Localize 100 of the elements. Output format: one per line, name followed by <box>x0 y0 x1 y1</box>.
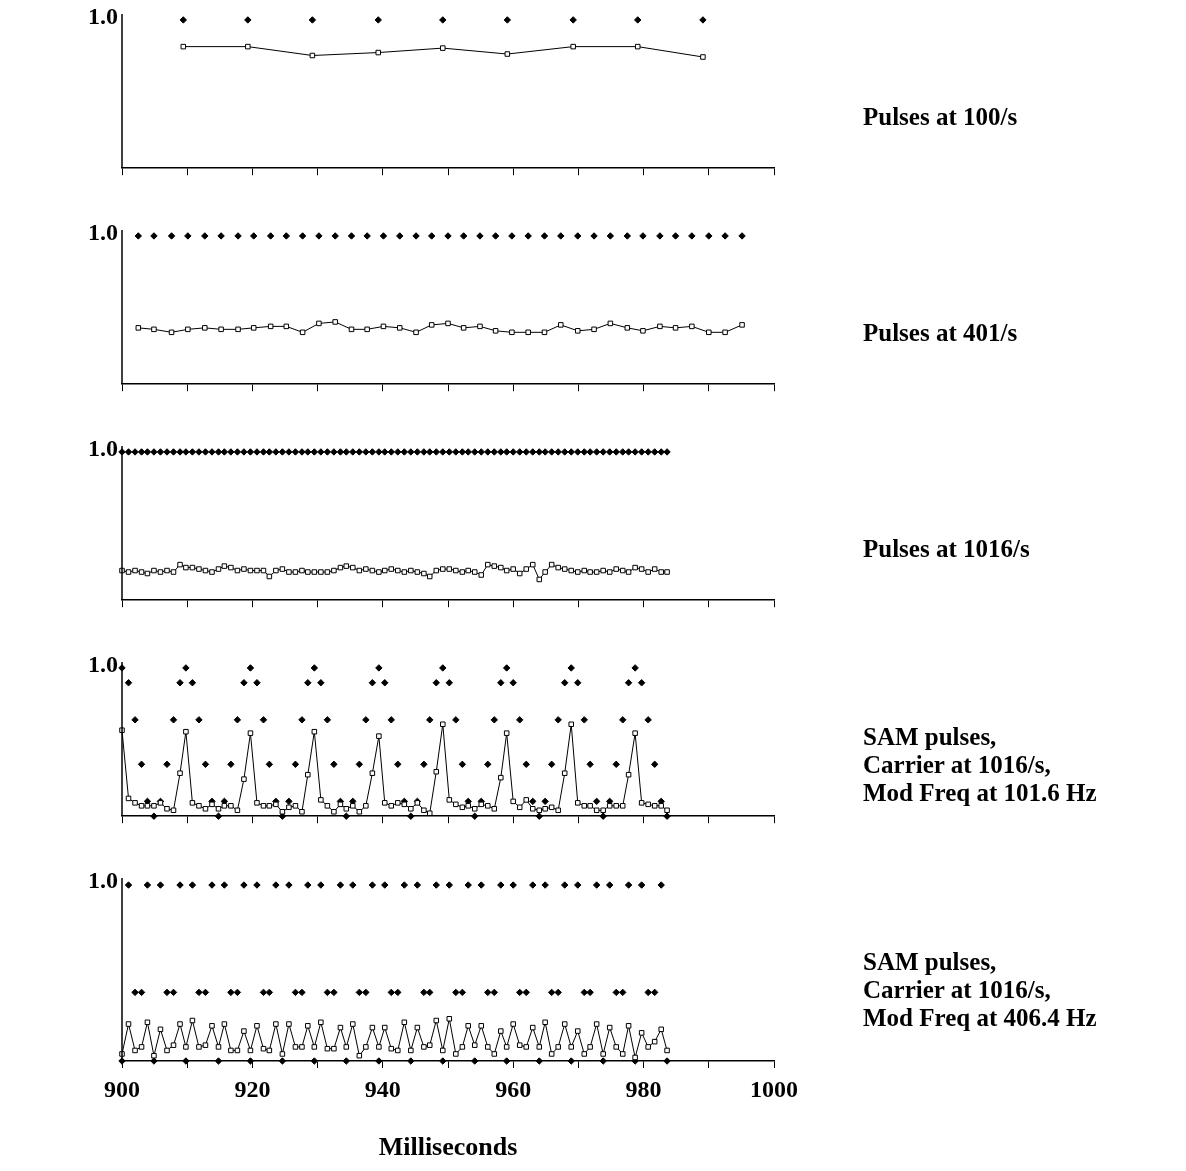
x-axis-title: Milliseconds <box>378 1132 518 1162</box>
point <box>492 328 499 334</box>
text: Pulses at 100/s <box>863 103 1018 131</box>
point <box>440 45 446 51</box>
point <box>396 232 404 240</box>
point <box>525 329 531 336</box>
point <box>234 232 242 240</box>
point <box>134 232 142 240</box>
point <box>374 16 382 24</box>
point <box>244 16 252 24</box>
point <box>218 326 224 333</box>
point <box>444 232 452 240</box>
x-tick-label: 980 <box>625 1075 662 1102</box>
point <box>235 326 241 333</box>
point <box>379 232 388 240</box>
point <box>624 325 631 331</box>
point <box>316 320 322 327</box>
point <box>491 232 500 240</box>
point <box>428 322 435 328</box>
text: Pulses at 401/s <box>863 319 1018 347</box>
point <box>180 43 187 50</box>
point <box>634 16 642 24</box>
point <box>348 326 355 333</box>
point <box>250 325 257 331</box>
point <box>282 232 290 240</box>
x-tick-label: 920 <box>234 1075 271 1102</box>
point <box>375 49 381 56</box>
point <box>135 325 142 331</box>
x-tick-label: 1000 <box>750 1075 798 1102</box>
point <box>459 232 468 240</box>
point <box>503 16 512 24</box>
point <box>688 232 696 240</box>
point <box>201 232 209 240</box>
point <box>504 51 511 57</box>
point <box>557 232 565 240</box>
point <box>508 232 516 240</box>
x-tick-label: 960 <box>495 1075 532 1102</box>
point <box>476 232 484 240</box>
point <box>705 232 713 240</box>
text: 1.0 <box>88 867 118 894</box>
point <box>640 328 646 334</box>
point <box>700 54 706 60</box>
point <box>184 232 192 240</box>
point <box>332 319 338 325</box>
point <box>699 16 707 24</box>
x-tick-label: 900 <box>104 1075 140 1102</box>
text: 1.0 <box>88 651 118 678</box>
point <box>347 232 356 240</box>
point <box>574 328 581 334</box>
point <box>413 329 419 336</box>
text: SAM pulses, Carrier at 1016/s, Mod Freq at 406.4 Hz <box>863 947 1097 1031</box>
point <box>299 329 306 336</box>
x-tick-label: 940 <box>364 1075 401 1102</box>
text: 1.0 <box>88 435 118 462</box>
point <box>541 329 548 336</box>
point <box>185 326 191 333</box>
point <box>283 323 290 330</box>
point <box>308 16 317 24</box>
point <box>266 232 275 240</box>
point <box>167 232 176 240</box>
point <box>672 325 679 331</box>
point <box>439 16 447 24</box>
point <box>739 322 745 328</box>
point <box>331 232 339 240</box>
point <box>656 232 664 240</box>
point <box>267 323 274 330</box>
point <box>574 232 582 240</box>
point <box>540 232 549 240</box>
point <box>509 329 515 336</box>
point <box>245 43 251 50</box>
point <box>179 16 187 24</box>
point <box>380 323 387 330</box>
point <box>217 232 225 240</box>
point <box>460 325 467 331</box>
point <box>315 232 323 240</box>
point <box>689 323 695 330</box>
point <box>428 232 436 240</box>
point <box>150 232 158 240</box>
point <box>569 16 577 24</box>
point <box>607 320 614 327</box>
point <box>738 232 746 240</box>
text: 1.0 <box>88 219 118 246</box>
point <box>412 232 420 240</box>
point <box>250 232 258 240</box>
point <box>623 232 631 240</box>
point <box>298 232 307 240</box>
point <box>570 43 576 50</box>
point <box>722 329 728 336</box>
text: Pulses at 1016/s <box>863 535 1030 563</box>
point <box>168 329 175 336</box>
point <box>634 43 641 50</box>
point <box>606 232 615 240</box>
point <box>364 326 370 333</box>
point <box>524 232 532 240</box>
point <box>721 232 729 240</box>
point <box>151 326 157 333</box>
point <box>202 325 208 331</box>
point <box>558 322 564 328</box>
point <box>657 323 663 330</box>
point <box>396 325 403 331</box>
